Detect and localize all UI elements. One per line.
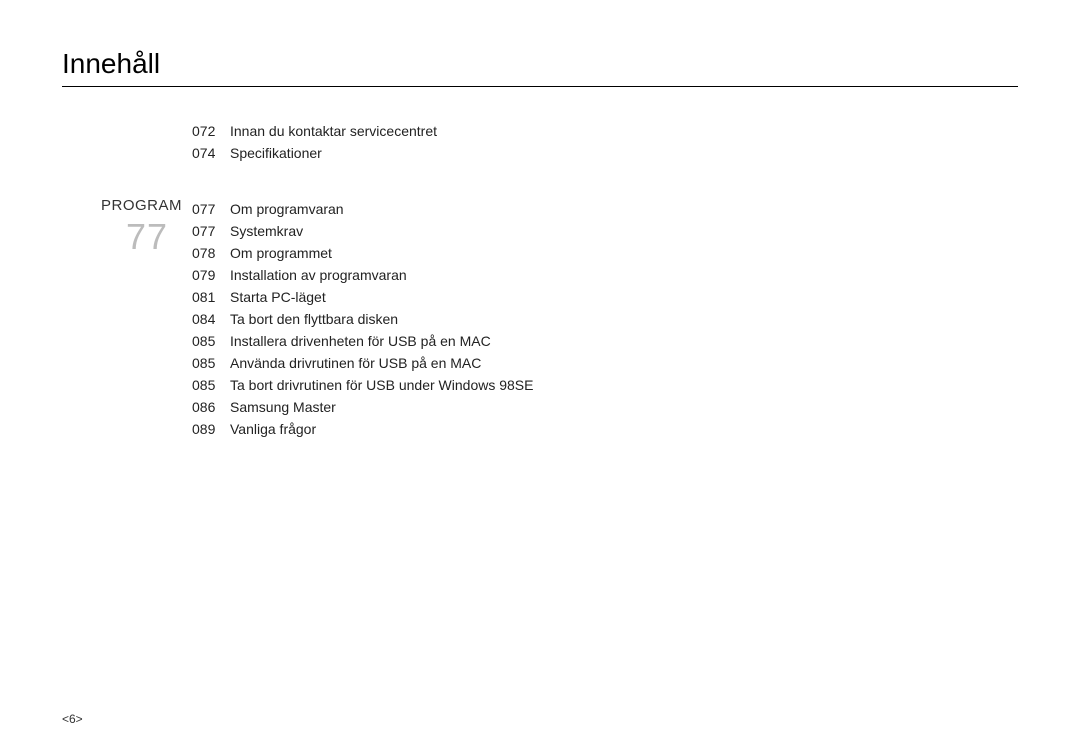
title-rule (62, 86, 1018, 87)
toc-row: 074 Specifikationer (192, 142, 533, 164)
toc-page-num: 077 (192, 220, 230, 242)
group-gap (192, 164, 533, 198)
page: Innehåll PROGRAM 77 072 Innan du kontakt… (0, 0, 1080, 746)
toc-entry-text: Vanliga frågor (230, 418, 316, 440)
toc-entry-text: Använda drivrutinen för USB på en MAC (230, 352, 481, 374)
toc-row: 085 Använda drivrutinen för USB på en MA… (192, 352, 533, 374)
toc-row: 078 Om programmet (192, 242, 533, 264)
toc-entry-text: Ta bort den flyttbara disken (230, 308, 398, 330)
toc-page-num: 089 (192, 418, 230, 440)
toc-entry-text: Specifikationer (230, 142, 322, 164)
toc-row: 079 Installation av programvaran (192, 264, 533, 286)
toc-page-num: 072 (192, 120, 230, 142)
toc-page-num: 079 (192, 264, 230, 286)
toc-entry-text: Installera drivenheten för USB på en MAC (230, 330, 491, 352)
toc-page-num: 086 (192, 396, 230, 418)
page-number: <6> (62, 712, 83, 726)
toc-row: 085 Ta bort drivrutinen för USB under Wi… (192, 374, 533, 396)
toc-page-num: 077 (192, 198, 230, 220)
toc-row: 072 Innan du kontaktar servicecentret (192, 120, 533, 142)
toc-entry-text: Ta bort drivrutinen för USB under Window… (230, 374, 533, 396)
toc-entry-text: Om programvaran (230, 198, 344, 220)
toc-entry-text: Samsung Master (230, 396, 336, 418)
toc-entry-text: Systemkrav (230, 220, 303, 242)
toc-row: 089 Vanliga frågor (192, 418, 533, 440)
toc-entry-text: Installation av programvaran (230, 264, 407, 286)
toc-row: 077 Systemkrav (192, 220, 533, 242)
toc-entry-text: Innan du kontaktar servicecentret (230, 120, 437, 142)
toc-entry-text: Starta PC-läget (230, 286, 326, 308)
page-title: Innehåll (62, 48, 160, 80)
toc-row: 086 Samsung Master (192, 396, 533, 418)
section-label: PROGRAM (90, 197, 182, 214)
toc-entry-text: Om programmet (230, 242, 332, 264)
toc-page-num: 074 (192, 142, 230, 164)
toc-page-num: 085 (192, 330, 230, 352)
toc-list: 072 Innan du kontaktar servicecentret 07… (192, 120, 533, 440)
toc-page-num: 085 (192, 352, 230, 374)
toc-page-num: 085 (192, 374, 230, 396)
toc-row: 084 Ta bort den flyttbara disken (192, 308, 533, 330)
toc-page-num: 081 (192, 286, 230, 308)
toc-row: 081 Starta PC-läget (192, 286, 533, 308)
toc-page-num: 084 (192, 308, 230, 330)
toc-row: 077 Om programvaran (192, 198, 533, 220)
toc-row: 085 Installera drivenheten för USB på en… (192, 330, 533, 352)
section-number: 77 (126, 216, 168, 258)
toc-page-num: 078 (192, 242, 230, 264)
